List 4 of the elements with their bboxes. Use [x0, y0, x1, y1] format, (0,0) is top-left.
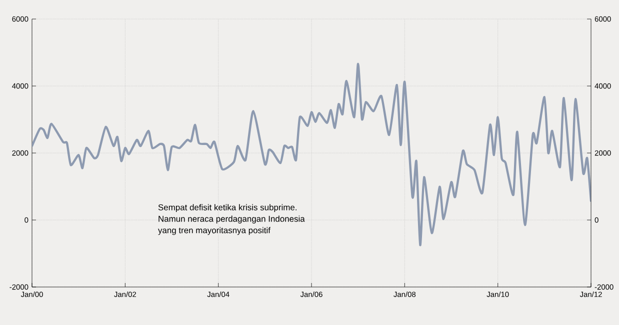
- line-series: [32, 62, 592, 246]
- annotation: Sempat defisit ketika krisis subprime.: [158, 204, 296, 212]
- annotation: Namun neraca perdagangan Indonesia: [158, 216, 305, 224]
- annotation: yang tren mayoritasnya positif: [158, 227, 270, 235]
